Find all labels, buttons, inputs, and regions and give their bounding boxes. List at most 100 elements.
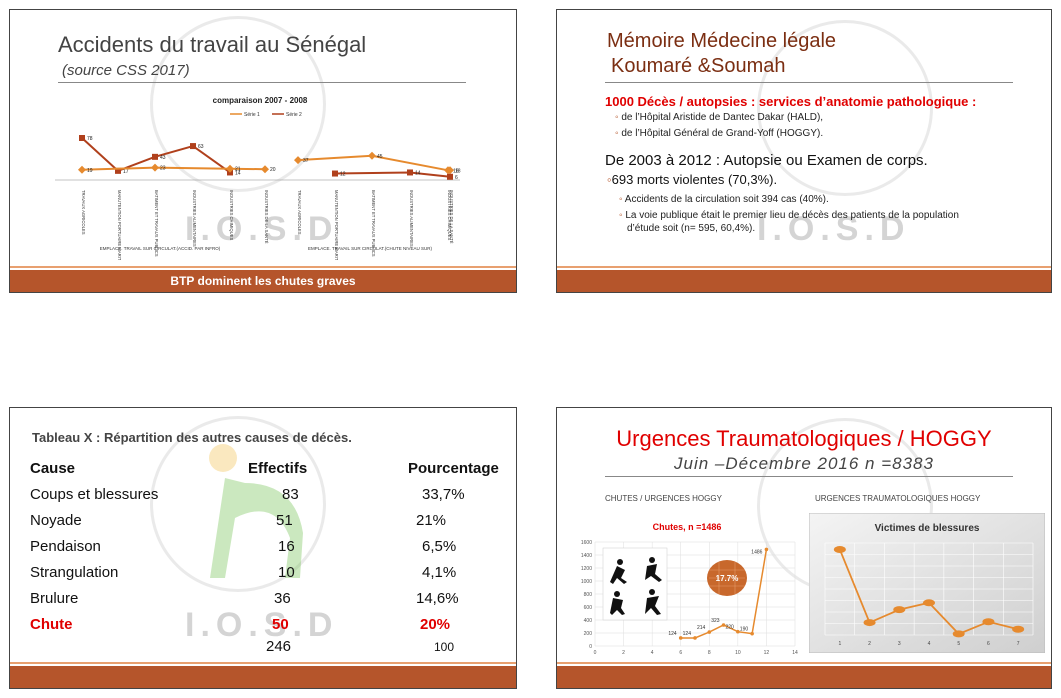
s2-right-line [334, 171, 451, 178]
y-tick-label: 200 [584, 631, 593, 637]
table-cell: Brulure [30, 590, 79, 607]
chutes-point [750, 631, 754, 636]
category-label: 7 [1017, 641, 1020, 647]
chutes-value-label: 214 [697, 625, 706, 631]
s1-left-point [78, 165, 86, 174]
legend-series-2: Série 2 [286, 112, 302, 118]
victimes-point [982, 618, 995, 626]
s1-right-label: 18 [453, 168, 459, 174]
victimes-chart-title: Victimes de blessures [875, 523, 980, 534]
y-tick-label: 0 [589, 644, 592, 650]
y-tick-label: 400 [584, 618, 593, 624]
category-label: MANUTENTION PORTUAIRE MARITIME [117, 190, 122, 260]
category-label: 6 [987, 641, 990, 647]
x-tick-label: 14 [792, 650, 798, 656]
s1-right-point [446, 166, 454, 175]
slide-title: Urgences Traumatologiques / HOGGY [616, 426, 992, 451]
s1-left-label: 20 [270, 167, 276, 173]
slide-subtitle: Juin –Décembre 2016 n =8383 [674, 454, 934, 473]
victimes-point [833, 546, 846, 554]
category-label: 4 [928, 641, 931, 647]
x-tick-label: 6 [679, 650, 682, 656]
table-total-percent: 100 [434, 640, 455, 654]
slide-footer: BTP dominent les chutes graves [10, 266, 516, 292]
victimes-point [923, 599, 935, 607]
chutes-point [693, 636, 697, 640]
s1-right-line [297, 154, 450, 172]
table-cell: 10 [278, 564, 295, 581]
heading-autopsies: 1000 Décès / autopsies : services d’anat… [605, 94, 977, 109]
table-cell: 20% [420, 616, 451, 633]
bullet-voie-publique: ◦ La voie publique était le premier lieu… [619, 210, 959, 221]
slide-title-line1: Mémoire Médecine légale [607, 30, 837, 52]
heading-period: De 2003 à 2012 : Autopsie ou Examen de c… [605, 152, 928, 169]
comparison-chart: comparaison 2007 - 2008 Série 1 Série 2 … [55, 96, 461, 260]
s2-left-label: 17 [123, 169, 129, 175]
s2-left-point [79, 135, 85, 141]
fall-pictograms-icon [602, 547, 668, 621]
slide-tableau[interactable]: I.O.S.D Tableau X : Répartition des autr… [9, 407, 517, 689]
table-cell: Strangulation [30, 564, 119, 581]
chutes-chart-title: Chutes, n =1486 [653, 522, 722, 532]
slide-urgences[interactable]: Urgences Traumatologiques / HOGGY Juin –… [556, 407, 1052, 689]
category-label: INDUSTRIES CHIMIQUES [229, 190, 234, 240]
s2-right-point [332, 170, 338, 177]
title-divider [605, 476, 1013, 477]
axis-caption-right: EMPLACE. TRAVAIL SUR CIRCULAT.(CHUTE NIV… [308, 246, 433, 251]
category-label: INDUSTRIES DE LA SANTÉ [264, 190, 269, 244]
s2-left-point [152, 153, 158, 160]
category-label: TRAVAUX AGRICOLES [297, 190, 302, 235]
watermark-text: I.O.S.D [185, 606, 339, 644]
bullet-hoggy: ◦ de l’Hôpital Général de Grand-Yoff (HO… [615, 128, 824, 139]
bullet-circulation: ◦ Accidents de la circulation soit 394 c… [619, 194, 829, 205]
s2-right-point [447, 173, 453, 180]
watermark-logo [757, 20, 933, 196]
x-tick-label: 8 [708, 650, 711, 656]
title-divider [58, 82, 466, 83]
victimes-point [863, 619, 876, 627]
watermark-logo [150, 16, 326, 192]
category-label: BATIMENT ET TRAVAUX PUBLICS [371, 190, 376, 257]
table-header: Cause [30, 460, 76, 477]
category-label: BATIMENT ET TRAVAUX PUBLICS [154, 190, 159, 257]
table-cell: Noyade [30, 512, 82, 529]
table-cell: Chute [30, 616, 73, 633]
s2-right-label: 6 [455, 175, 458, 181]
table-cell: Pendaison [30, 538, 101, 555]
slide-accidents-travail[interactable]: I.O.S.D Accidents du travail au Sénégal … [9, 9, 517, 293]
table-header: Effectifs [248, 460, 308, 477]
s2-left-label: 43 [160, 155, 166, 161]
watermark-text: I.O.S.D [185, 210, 339, 248]
s1-right-point [294, 156, 302, 165]
table-cell: 50 [272, 616, 289, 633]
table-cell: 21% [416, 512, 447, 529]
s1-left-label: 21 [235, 167, 241, 173]
chart-legend: Série 1 Série 2 [230, 112, 302, 118]
watermark-logo [150, 416, 326, 592]
watermark-figure-icon [209, 444, 303, 578]
badge-text: 17.7% [716, 574, 739, 583]
table-cell: 4,1% [422, 564, 457, 581]
bullet-hald: ◦ de l’Hôpital Aristide de Dantec Dakar … [615, 112, 824, 123]
table-cell: 16 [278, 538, 295, 555]
chutes-point [721, 623, 726, 627]
category-label: 1 [838, 641, 841, 647]
table-header: Pourcentage [408, 460, 499, 477]
slide-memoire[interactable]: I.O.S.D Mémoire Médecine légale Koumaré … [556, 9, 1052, 293]
category-label: MANUTENTION PORTUAIRE MARITIME [334, 190, 339, 260]
left-label: CHUTES / URGENCES HOGGY [605, 494, 722, 503]
category-label: INDUSTRIES CHIMIQUES [447, 190, 452, 240]
table-cell: 51 [276, 512, 293, 529]
y-tick-label: 1600 [581, 540, 592, 546]
y-tick-label: 600 [584, 605, 593, 611]
percentage-badge: 17.7% [707, 560, 747, 596]
x-tick-label: 0 [594, 650, 597, 656]
chutes-point [678, 636, 683, 640]
y-tick-label: 1200 [581, 566, 592, 572]
s1-right-label: 45 [377, 154, 383, 160]
category-label: 3 [898, 641, 901, 647]
victimes-point [952, 630, 965, 638]
s2-right-point [407, 169, 413, 176]
s1-right-label: 18 [455, 168, 461, 174]
chutes-value-label: 1486 [751, 549, 762, 555]
